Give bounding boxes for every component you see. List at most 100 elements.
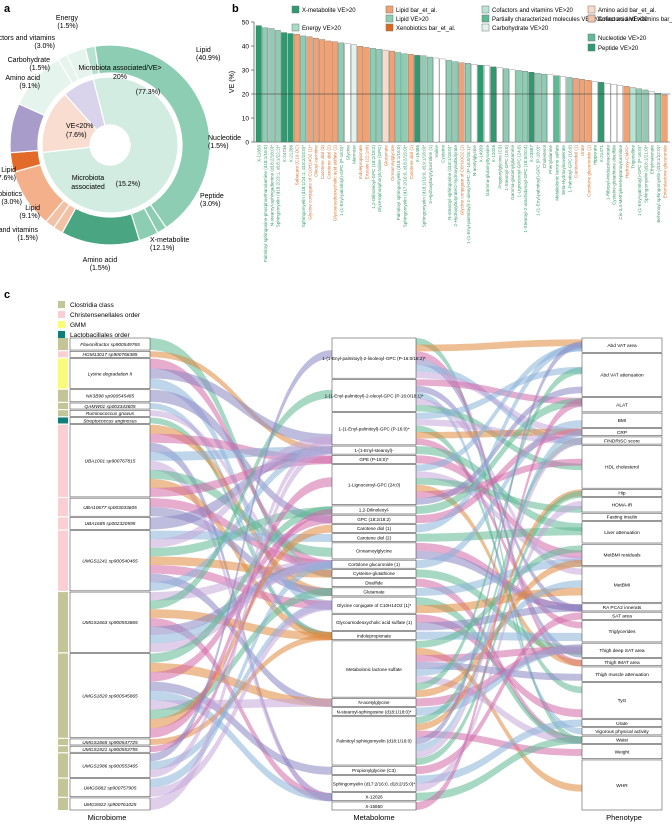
bar	[515, 70, 522, 143]
bar	[642, 89, 649, 143]
y-tick-label: 0	[245, 140, 249, 147]
y-tick-label: 20	[242, 92, 250, 99]
metabolome-node	[331, 596, 417, 614]
x-tick-label: 1-Palmitoyl-GPC (16:0)	[567, 145, 572, 193]
bar	[281, 32, 288, 143]
bar	[433, 57, 440, 143]
metabolome-node-label: Disulfide	[365, 580, 383, 585]
bar	[407, 54, 414, 143]
x-tick-label: N-acetylglycine	[472, 145, 477, 177]
sankey-link	[416, 647, 582, 792]
sankey-link	[150, 515, 332, 682]
donut-inner-pct: (15.2%)	[116, 181, 141, 188]
sankey-link	[416, 385, 582, 612]
metabolome-node	[331, 559, 417, 569]
microbiome-node	[69, 350, 151, 358]
bar	[629, 87, 636, 143]
x-tick-label: Sphingomyelin (d18:1/19:0, d19:1/18:0)*	[421, 145, 426, 227]
sankey-link	[150, 506, 332, 663]
microbiome-node	[69, 778, 151, 798]
metabolome-node-label: 1-Lignoceroyl-GPC (24:0)	[348, 482, 401, 487]
phenotype-node-label: FINDRISC score	[604, 438, 640, 444]
metabolome-node	[331, 631, 417, 640]
x-tick-label: Oleoyl-carnitine	[314, 145, 319, 177]
bar	[414, 55, 421, 143]
phenotype-node	[581, 658, 663, 667]
y-tick-label: 10	[242, 116, 250, 123]
donut-outer-label: Amino acid	[5, 75, 40, 82]
sankey-link	[416, 428, 582, 524]
legend-label: Lipid VE>20	[396, 17, 429, 23]
sankey-link	[150, 601, 332, 797]
x-tick-label: 1-(1-Enyl-palmitoyl)-GPC (P-16:0)*	[339, 145, 344, 216]
phenotype-node-label: SAT area	[612, 614, 632, 620]
metabolome-node	[331, 587, 417, 597]
metabolome-node-label: GPC (18:2/18:2)	[357, 517, 391, 522]
x-tick-label: Valine	[434, 145, 439, 158]
microbiome-node	[69, 530, 151, 592]
metabolome-node	[331, 775, 417, 792]
bar	[312, 37, 319, 143]
sankey-link	[150, 560, 332, 788]
microbiome-class-bar	[58, 517, 68, 530]
microbiome-node	[69, 402, 151, 410]
phenotype-node	[581, 603, 663, 612]
legend-swatch	[291, 5, 300, 14]
bar	[287, 33, 294, 143]
bar	[344, 43, 351, 143]
metabolome-node-label: 1-(1-Enyl-palmitoyl)-GPC (P-16:0)*	[339, 427, 410, 432]
microbiome-class-bar	[58, 653, 68, 738]
x-tick-label: Trigonelline	[631, 145, 636, 169]
sankey-link	[416, 438, 582, 759]
sankey-link	[416, 429, 582, 752]
bar	[471, 64, 478, 143]
bar	[452, 61, 459, 143]
sankey-link	[416, 367, 582, 691]
metabolome-node-label: Propionylglycine (C3)	[352, 768, 396, 773]
legend-label: X-metabolite VE>20	[302, 8, 356, 14]
microbiome-node	[69, 517, 151, 530]
sankey-link	[150, 506, 332, 557]
microbiome-class-bar	[58, 738, 68, 745]
metabolome-node	[331, 505, 417, 515]
donut-outer-pct: (12.1%)	[150, 245, 175, 252]
bar	[401, 53, 408, 143]
panel-c-label: c	[4, 289, 10, 301]
legend-c-swatch	[58, 321, 65, 328]
x-tick-label: X-12026	[491, 145, 496, 163]
donut-outer-label: Lipid	[1, 167, 16, 174]
bar	[363, 47, 370, 143]
metabolome-node-label: GPE (P-18:0)*	[359, 457, 389, 462]
y-tick-label: 30	[242, 68, 250, 75]
donut-inner-label: associated	[71, 184, 105, 191]
metabolome-node	[331, 524, 417, 533]
phenotype-node	[581, 759, 663, 811]
phenotype-node-label: Abd VAT attenuation	[600, 373, 644, 379]
microbiome-node	[69, 424, 151, 498]
metabolome-node	[331, 614, 417, 631]
metabolome-node-label: Glycine conjugate of C10H14O2 (1)*	[337, 603, 412, 608]
sankey-link	[416, 736, 582, 801]
bar	[522, 71, 528, 143]
microbiome-node-label: UMGS922 sp900761025	[84, 802, 137, 808]
x-tick-label: Glycine conjugate of C10H14O2 (1)*	[307, 145, 312, 220]
microbiome-node	[69, 653, 151, 739]
donut-inner-slice	[41, 76, 179, 214]
x-tick-label: Glycine	[345, 145, 350, 161]
phenotype-node-label: Abd VAT area	[607, 343, 637, 349]
donut-outer-pct: (3.0%)	[200, 201, 221, 208]
bar	[528, 72, 535, 143]
phenotype-node	[581, 727, 663, 736]
metabolome-node-label: N-stearoyl-sphingosine (d18:1/18:0)*	[337, 709, 412, 714]
sankey-link	[150, 389, 332, 610]
bar	[382, 49, 389, 143]
bar	[636, 88, 642, 143]
x-tick-label: 1-Stearoyl-GPC (18:0)	[504, 145, 509, 191]
phenotype-node-label: Vigorous physical activity	[595, 729, 649, 735]
microbiome-class-bar	[58, 797, 68, 810]
donut-outer-pct: (9.1%)	[19, 83, 40, 90]
microbiome-class-bar	[58, 778, 68, 797]
x-tick-label: Propionylglycine (C3)	[498, 145, 503, 189]
metabolome-node-label: X-12026	[365, 795, 383, 800]
sankey-link	[416, 676, 582, 745]
